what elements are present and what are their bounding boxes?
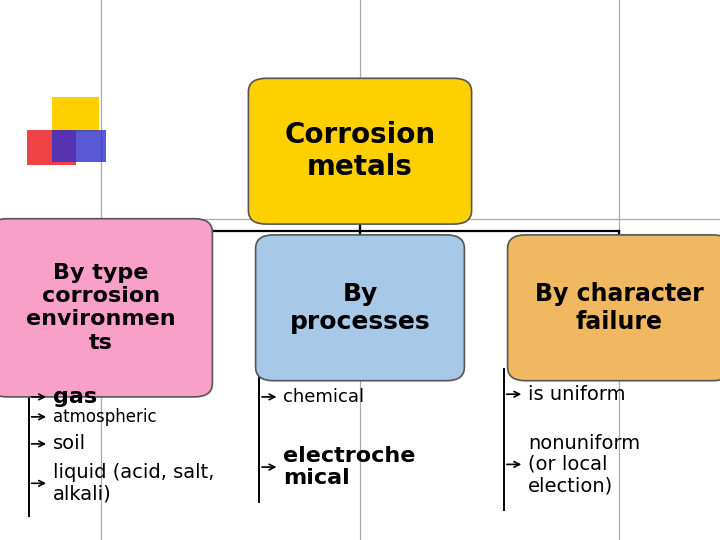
Text: nonuniform
(or local
election): nonuniform (or local election) xyxy=(528,434,640,495)
Text: gas: gas xyxy=(53,387,96,407)
FancyBboxPatch shape xyxy=(52,97,99,132)
FancyBboxPatch shape xyxy=(508,235,720,381)
FancyBboxPatch shape xyxy=(248,78,472,224)
Text: Corrosion
metals: Corrosion metals xyxy=(284,121,436,181)
FancyBboxPatch shape xyxy=(27,130,76,165)
Text: soil: soil xyxy=(53,434,86,454)
Text: By
processes: By processes xyxy=(289,282,431,334)
Text: electroche
mical: electroche mical xyxy=(283,446,415,488)
FancyBboxPatch shape xyxy=(0,219,212,397)
Text: By character
failure: By character failure xyxy=(535,282,703,334)
Text: atmospheric: atmospheric xyxy=(53,408,156,426)
Text: By type
corrosion
environmen
ts: By type corrosion environmen ts xyxy=(26,263,176,353)
Text: liquid (acid, salt,
alkali): liquid (acid, salt, alkali) xyxy=(53,463,214,503)
Text: chemical: chemical xyxy=(283,388,364,406)
Text: is uniform: is uniform xyxy=(528,384,625,404)
FancyBboxPatch shape xyxy=(256,235,464,381)
FancyBboxPatch shape xyxy=(52,130,106,162)
